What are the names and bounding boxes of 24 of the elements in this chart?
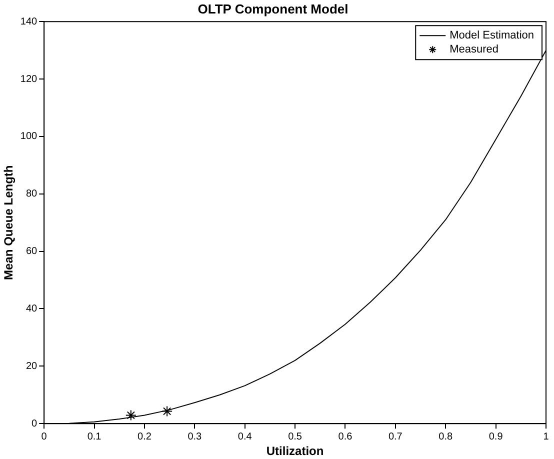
y-tick-label: 80	[26, 188, 38, 200]
x-tick-label: 0.4	[238, 431, 252, 442]
x-tick-label: 0.3	[188, 431, 202, 442]
x-tick-label: 0	[41, 431, 48, 442]
y-tick-label: 60	[26, 246, 38, 258]
chart-title: OLTP Component Model	[198, 1, 348, 16]
x-tick-label: 1	[543, 431, 550, 442]
x-tick-label: 0.5	[288, 431, 302, 442]
x-tick-label: 0.1	[87, 431, 102, 442]
x-tick-label: 0.8	[438, 431, 454, 442]
y-tick-label: 40	[26, 303, 38, 314]
y-tick-label: 20	[26, 360, 38, 372]
y-tick-label: 120	[20, 74, 38, 85]
x-tick-label: 0.9	[488, 431, 504, 442]
y-tick-label: 0	[32, 418, 38, 430]
y-tick-label: 100	[20, 131, 38, 142]
x-tick-label: 0.2	[138, 431, 152, 442]
x-tick-label: 0.7	[388, 431, 403, 442]
legend-label: Model Estimation	[450, 30, 534, 42]
legend-label: Measured	[450, 44, 499, 56]
y-tick-label: 140	[20, 16, 38, 28]
x-tick-label: 0.6	[338, 431, 353, 442]
y-axis-title: Mean Queue Length	[2, 165, 16, 280]
x-axis-title: Utilization	[266, 444, 324, 458]
